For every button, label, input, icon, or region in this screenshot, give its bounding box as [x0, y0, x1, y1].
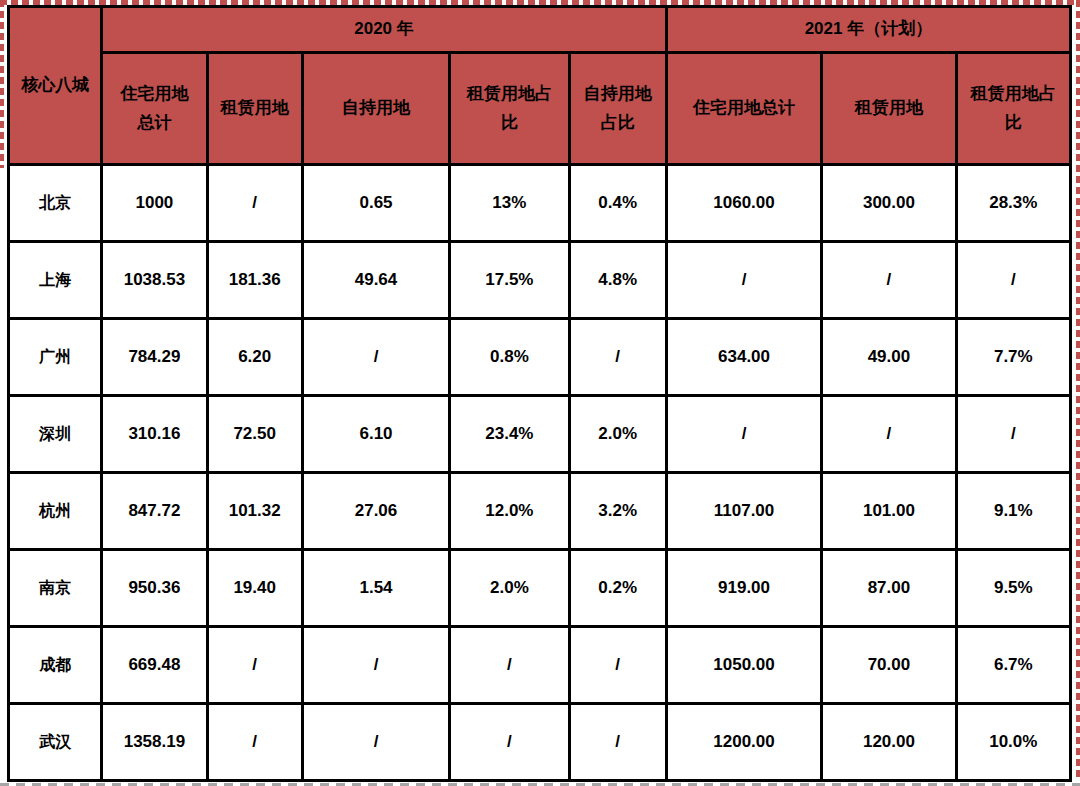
data-cell: /: [207, 165, 302, 242]
data-cell: /: [207, 627, 302, 704]
data-cell: 23.4%: [450, 396, 569, 473]
city-cell: 杭州: [9, 473, 102, 550]
data-cell: 1060.00: [666, 165, 821, 242]
data-cell: 1.54: [302, 550, 449, 627]
data-cell: 28.3%: [956, 165, 1070, 242]
data-cell: 13%: [450, 165, 569, 242]
table-row: 深圳 310.16 72.50 6.10 23.4% 2.0% / / /: [9, 396, 1071, 473]
data-cell: 4.8%: [569, 242, 666, 319]
data-cell: /: [450, 627, 569, 704]
data-cell: 919.00: [666, 550, 821, 627]
table-row: 武汉 1358.19 / / / / 1200.00 120.00 10.0%: [9, 704, 1071, 781]
data-cell: /: [450, 704, 569, 781]
data-cell: /: [822, 242, 956, 319]
data-cell: /: [666, 242, 821, 319]
data-cell: 72.50: [207, 396, 302, 473]
data-cell: /: [956, 242, 1070, 319]
subheader-cell: 住宅用地总计: [102, 53, 207, 165]
data-cell: /: [956, 396, 1070, 473]
data-cell: 9.5%: [956, 550, 1070, 627]
data-cell: 1107.00: [666, 473, 821, 550]
subheader-cell: 租赁用地: [207, 53, 302, 165]
data-cell: /: [302, 704, 449, 781]
table-row: 上海 1038.53 181.36 49.64 17.5% 4.8% / / /: [9, 242, 1071, 319]
subheader-cell: 自持用地: [302, 53, 449, 165]
data-cell: 9.1%: [956, 473, 1070, 550]
subheader-cell: 租赁用地占比: [956, 53, 1070, 165]
data-cell: 6.20: [207, 319, 302, 396]
data-cell: 1200.00: [666, 704, 821, 781]
data-cell: 0.65: [302, 165, 449, 242]
data-cell: 181.36: [207, 242, 302, 319]
table-row: 住宅用地总计 租赁用地 自持用地 租赁用地占比 自持用地占比 住宅用地总计 租赁…: [9, 53, 1071, 165]
data-cell: /: [569, 319, 666, 396]
table-row: 南京 950.36 19.40 1.54 2.0% 0.2% 919.00 87…: [9, 550, 1071, 627]
table-row: 杭州 847.72 101.32 27.06 12.0% 3.2% 1107.0…: [9, 473, 1071, 550]
land-supply-table: 核心八城 2020 年 2021 年（计划） 住宅用地总计 租赁用地 自持用地 …: [7, 5, 1072, 782]
city-cell: 南京: [9, 550, 102, 627]
subheader-cell: 住宅用地总计: [666, 53, 821, 165]
data-cell: 310.16: [102, 396, 207, 473]
data-cell: 120.00: [822, 704, 956, 781]
data-cell: 17.5%: [450, 242, 569, 319]
data-cell: 70.00: [822, 627, 956, 704]
table-row: 广州 784.29 6.20 / 0.8% / 634.00 49.00 7.7…: [9, 319, 1071, 396]
selection-marquee-top: [0, 0, 1080, 5]
data-cell: /: [569, 704, 666, 781]
data-cell: 49.00: [822, 319, 956, 396]
corner-header-cell: 核心八城: [9, 7, 102, 165]
table-row: 北京 1000 / 0.65 13% 0.4% 1060.00 300.00 2…: [9, 165, 1071, 242]
city-cell: 武汉: [9, 704, 102, 781]
subheader-cell: 租赁用地占比: [450, 53, 569, 165]
data-cell: 6.7%: [956, 627, 1070, 704]
data-cell: 1038.53: [102, 242, 207, 319]
city-cell: 北京: [9, 165, 102, 242]
data-cell: 950.36: [102, 550, 207, 627]
data-cell: 847.72: [102, 473, 207, 550]
data-cell: 12.0%: [450, 473, 569, 550]
subheader-cell: 租赁用地: [822, 53, 956, 165]
selection-marquee-right: [1076, 0, 1080, 781]
data-cell: 0.4%: [569, 165, 666, 242]
data-cell: 0.2%: [569, 550, 666, 627]
data-cell: 2.0%: [450, 550, 569, 627]
data-cell: 87.00: [822, 550, 956, 627]
data-cell: 1000: [102, 165, 207, 242]
data-cell: 10.0%: [956, 704, 1070, 781]
group-header-2021: 2021 年（计划）: [666, 7, 1070, 53]
data-cell: 634.00: [666, 319, 821, 396]
city-cell: 深圳: [9, 396, 102, 473]
data-cell: 669.48: [102, 627, 207, 704]
data-cell: 0.8%: [450, 319, 569, 396]
table-row: 成都 669.48 / / / / 1050.00 70.00 6.7%: [9, 627, 1071, 704]
data-cell: 6.10: [302, 396, 449, 473]
data-cell: 101.00: [822, 473, 956, 550]
data-cell: /: [666, 396, 821, 473]
data-cell: /: [302, 319, 449, 396]
data-cell: 2.0%: [569, 396, 666, 473]
data-cell: 7.7%: [956, 319, 1070, 396]
city-cell: 成都: [9, 627, 102, 704]
data-cell: 300.00: [822, 165, 956, 242]
data-cell: /: [302, 627, 449, 704]
group-header-2020: 2020 年: [102, 7, 667, 53]
data-cell: 1050.00: [666, 627, 821, 704]
data-cell: /: [207, 704, 302, 781]
city-cell: 上海: [9, 242, 102, 319]
selection-marquee-left: [0, 0, 4, 168]
data-cell: 1358.19: [102, 704, 207, 781]
data-cell: /: [822, 396, 956, 473]
data-cell: 3.2%: [569, 473, 666, 550]
table-row: 核心八城 2020 年 2021 年（计划）: [9, 7, 1071, 53]
data-cell: 27.06: [302, 473, 449, 550]
data-cell: 19.40: [207, 550, 302, 627]
spreadsheet-capture: 核心八城 2020 年 2021 年（计划） 住宅用地总计 租赁用地 自持用地 …: [0, 0, 1080, 786]
data-cell: 101.32: [207, 473, 302, 550]
data-cell: 784.29: [102, 319, 207, 396]
data-cell: /: [569, 627, 666, 704]
data-cell: 49.64: [302, 242, 449, 319]
city-cell: 广州: [9, 319, 102, 396]
subheader-cell: 自持用地占比: [569, 53, 666, 165]
